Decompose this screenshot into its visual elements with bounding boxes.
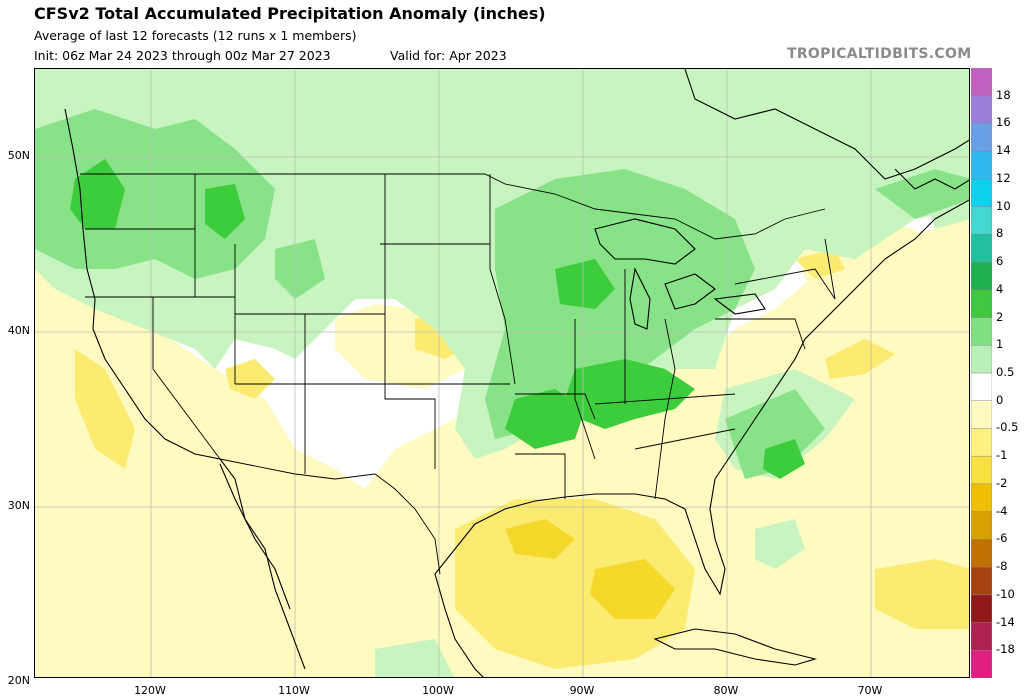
colorbar-tick-label: -1 [996,448,1008,463]
map-canvas [35,69,969,677]
colorbar-swatch [970,594,993,624]
colorbar-swatch [970,428,993,457]
colorbar-tick-label: 6 [996,254,1004,269]
valid-time: Valid for: Apr 2023 [390,48,507,63]
coastlines [64,69,969,677]
lon-label: 110W [278,684,310,697]
colorbar-tick-label: 4 [996,281,1004,296]
dry-anomaly-dark [505,519,675,619]
colorbar-swatches [970,67,993,679]
lon-label: 70W [857,684,883,697]
dry-anomaly-mid [75,249,969,669]
colorbar-swatch [970,566,993,596]
colorbar-swatch [970,483,993,513]
political-borders [80,173,836,575]
colorbar-tick-label: 16 [996,115,1011,130]
colorbar-tick-label: -4 [996,503,1008,518]
colorbar [970,67,993,679]
colorbar-swatch [970,345,993,374]
colorbar-swatch [970,289,993,319]
colorbar-swatch [970,178,993,208]
site-watermark: TROPICALTIDBITS.COM [787,46,972,62]
precip-anomaly-map [34,68,970,678]
colorbar-swatch [970,400,993,430]
lat-label: 20N [7,674,30,687]
colorbar-swatch [970,317,993,347]
colorbar-swatch [970,123,993,152]
lon-label: 80W [713,684,739,697]
lat-label: 30N [7,499,30,512]
colorbar-tick-label: 0.5 [996,365,1015,379]
colorbar-swatch [970,622,993,652]
lon-label: 90W [569,684,595,697]
colorbar-swatch [970,650,993,679]
colorbar-tick-label: -6 [996,531,1008,546]
lon-label: 120W [134,684,166,697]
colorbar-swatch [970,95,993,125]
colorbar-swatch [970,511,993,541]
colorbar-tick-label: 12 [996,170,1011,185]
colorbar-tick-label: 14 [996,143,1011,158]
colorbar-swatch [970,234,993,263]
colorbar-tick-label: 0 [996,392,1004,407]
map-subtitle: Average of last 12 forecasts (12 runs x … [34,28,357,43]
colorbar-swatch [970,261,993,291]
colorbar-tick-label: -0.5 [996,420,1019,435]
init-time: Init: 06z Mar 24 2023 through 00z Mar 27… [34,48,331,63]
colorbar-swatch [970,67,993,97]
colorbar-tick-label: -10 [996,586,1015,601]
lat-label: 50N [7,149,30,162]
colorbar-swatch [970,455,993,485]
wet-anomaly-mid [35,109,969,479]
lat-label: 40N [7,324,30,337]
colorbar-swatch [970,372,993,402]
colorbar-swatch [970,150,993,180]
graticule [35,69,969,677]
colorbar-tick-label: -2 [996,475,1008,490]
colorbar-tick-label: -14 [996,614,1015,629]
colorbar-tick-label: 8 [996,226,1004,241]
colorbar-tick-label: -18 [996,642,1015,657]
colorbar-swatch [970,539,993,568]
colorbar-tick-label: 2 [996,309,1004,324]
colorbar-tick-label: -8 [996,559,1008,574]
colorbar-tick-label: 10 [996,198,1011,213]
colorbar-tick-label: 18 [996,87,1011,102]
colorbar-tick-label: 1 [996,337,1004,352]
wet-anomaly-dark [70,159,805,479]
map-title: CFSv2 Total Accumulated Precipitation An… [34,4,546,23]
lon-label: 100W [422,684,454,697]
colorbar-swatch [970,206,993,236]
